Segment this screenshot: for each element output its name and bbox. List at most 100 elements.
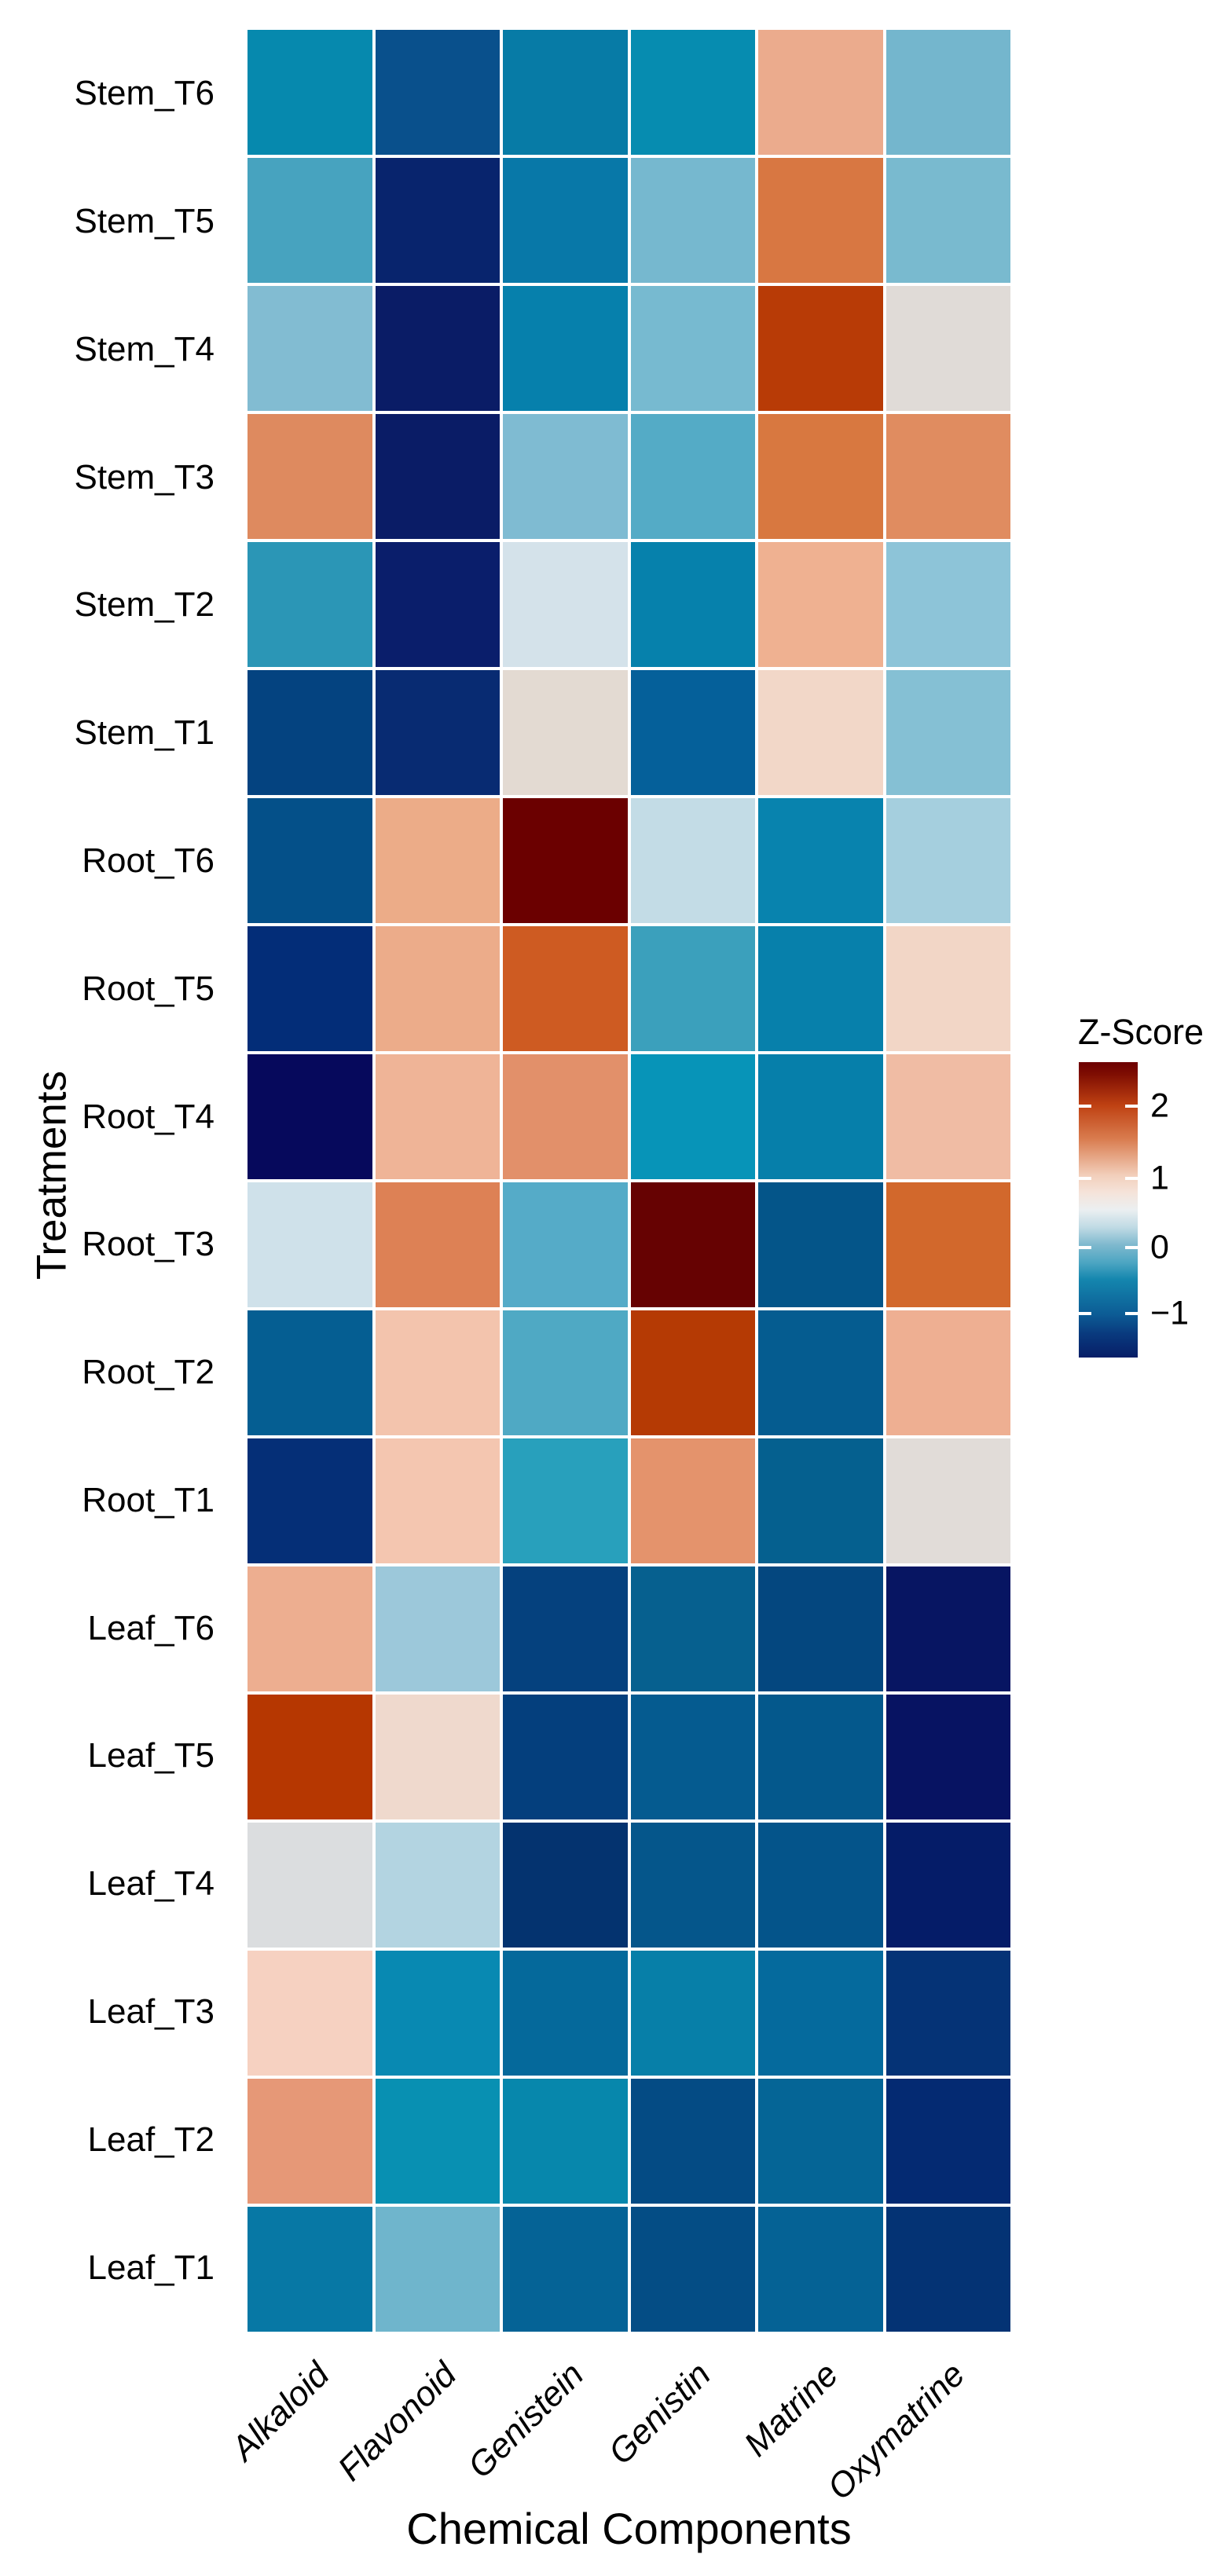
- heatmap-cell: [248, 926, 372, 1051]
- heatmap-cell: [375, 30, 500, 155]
- heatmap-cell: [503, 30, 628, 155]
- heatmap-cell: [503, 1182, 628, 1307]
- heatmap-cell: [375, 414, 500, 539]
- heatmap-cell: [630, 1054, 755, 1179]
- heatmap-cell: [248, 1566, 372, 1691]
- legend-tick-mark: [1125, 1105, 1138, 1108]
- y-tick-label: Root_T1: [82, 1480, 214, 1519]
- heatmap-cell: [758, 158, 883, 283]
- y-tick-label: Stem_T4: [74, 329, 214, 368]
- y-tick-label: Root_T6: [82, 841, 214, 881]
- heatmap-cell: [503, 1823, 628, 1948]
- y-tick-label: Stem_T1: [74, 713, 214, 753]
- heatmap-cell: [758, 542, 883, 667]
- heatmap-cell: [503, 798, 628, 923]
- y-tick-label: Leaf_T2: [87, 2120, 214, 2159]
- heatmap-cell: [248, 1054, 372, 1179]
- legend-tick-label: 2: [1150, 1086, 1169, 1125]
- heatmap-cell: [758, 1310, 883, 1435]
- x-tick-label: Alkaloid: [223, 2354, 337, 2468]
- y-tick-label: Leaf_T5: [87, 1736, 214, 1775]
- heatmap-cell: [503, 542, 628, 667]
- legend-tick-label: 1: [1150, 1159, 1169, 1197]
- x-tick-label: Oxymatrine: [820, 2354, 973, 2508]
- heatmap-cell: [886, 1438, 1010, 1563]
- heatmap-cell: [630, 414, 755, 539]
- heatmap-cell: [630, 1438, 755, 1563]
- heatmap-cell: [886, 2207, 1010, 2332]
- heatmap-cell: [248, 2207, 372, 2332]
- y-tick-label: Root_T4: [82, 1097, 214, 1136]
- heatmap-cell: [886, 1054, 1010, 1179]
- legend-tick-mark: [1079, 1177, 1091, 1181]
- heatmap-cell: [886, 1695, 1010, 1819]
- legend-tick-mark: [1125, 1311, 1138, 1315]
- y-tick-label: Leaf_T3: [87, 1992, 214, 2032]
- heatmap-cell: [248, 542, 372, 667]
- legend-tick-mark: [1125, 1177, 1138, 1181]
- heatmap-cell: [503, 286, 628, 411]
- heatmap-cell: [758, 1695, 883, 1819]
- y-tick-label: Root_T5: [82, 969, 214, 1008]
- heatmap-cell: [248, 1438, 372, 1563]
- heatmap-cell: [248, 798, 372, 923]
- y-tick-label: Root_T3: [82, 1225, 214, 1264]
- heatmap-cell: [375, 2079, 500, 2204]
- heatmap-cell: [886, 926, 1010, 1051]
- heatmap-cell: [758, 30, 883, 155]
- heatmap-cell: [503, 1566, 628, 1691]
- heatmap-cell: [886, 670, 1010, 795]
- heatmap-cell: [630, 286, 755, 411]
- heatmap-cell: [630, 158, 755, 283]
- heatmap-cell: [248, 2079, 372, 2204]
- heatmap-cell: [248, 1182, 372, 1307]
- heatmap-cell: [375, 1182, 500, 1307]
- heatmap-cell: [886, 2079, 1010, 2204]
- y-tick-label: Stem_T3: [74, 457, 214, 497]
- heatmap-cell: [248, 1823, 372, 1948]
- y-tick-label: Stem_T6: [74, 74, 214, 113]
- y-tick-label: Stem_T2: [74, 585, 214, 625]
- y-tick-label: Leaf_T4: [87, 1864, 214, 1904]
- heatmap-cell: [503, 1695, 628, 1819]
- heatmap-cell: [630, 670, 755, 795]
- heatmap-cell: [248, 1951, 372, 2076]
- heatmap-cell: [630, 1182, 755, 1307]
- heatmap-cell: [375, 286, 500, 411]
- heatmap-cell: [758, 1054, 883, 1179]
- heatmap-cell: [375, 1310, 500, 1435]
- heatmap-cell: [503, 1951, 628, 2076]
- heatmap-cell: [758, 2079, 883, 2204]
- heatmap-cell: [758, 2207, 883, 2332]
- heatmap-cell: [375, 1566, 500, 1691]
- legend-tick-label: −1: [1150, 1294, 1190, 1332]
- heatmap-cell: [758, 1823, 883, 1948]
- heatmap-cell: [630, 1695, 755, 1819]
- heatmap-cell: [630, 2207, 755, 2332]
- heatmap-cell: [248, 670, 372, 795]
- heatmap-cell: [375, 542, 500, 667]
- heatmap-cell: [630, 1951, 755, 2076]
- heatmap-cell: [248, 1695, 372, 1819]
- heatmap-cell: [758, 414, 883, 539]
- heatmap-cell: [630, 1566, 755, 1691]
- legend-title: Z-Score: [1078, 1012, 1204, 1052]
- heatmap-cell: [503, 1054, 628, 1179]
- heatmap-cell: [886, 1182, 1010, 1307]
- heatmap-cell: [630, 1310, 755, 1435]
- y-tick-label: Leaf_T6: [87, 1608, 214, 1647]
- heatmap-cell: [503, 2079, 628, 2204]
- heatmap-cell: [375, 2207, 500, 2332]
- heatmap-cell: [886, 1310, 1010, 1435]
- heatmap-cell: [886, 286, 1010, 411]
- heatmap-cell: [886, 1566, 1010, 1691]
- y-tick-label: Leaf_T1: [87, 2248, 214, 2287]
- heatmap-cell: [375, 1823, 500, 1948]
- heatmap-cell: [375, 1438, 500, 1563]
- legend-colorbar: [1079, 1062, 1138, 1358]
- heatmap-cell: [248, 1310, 372, 1435]
- heatmap-cell: [630, 2079, 755, 2204]
- heatmap-cell: [503, 158, 628, 283]
- heatmap-cell: [503, 1438, 628, 1563]
